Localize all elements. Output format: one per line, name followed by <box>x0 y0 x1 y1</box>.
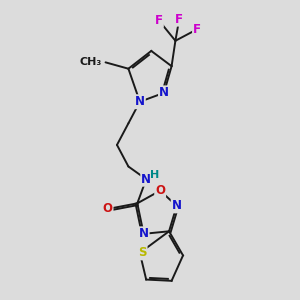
Text: N: N <box>139 227 148 240</box>
Text: O: O <box>103 202 112 215</box>
Text: N: N <box>141 173 151 186</box>
Text: N: N <box>172 200 182 212</box>
Text: O: O <box>155 184 165 197</box>
Text: CH₃: CH₃ <box>80 57 102 68</box>
Text: F: F <box>155 14 163 27</box>
Text: F: F <box>175 13 183 26</box>
Text: H: H <box>151 169 160 180</box>
Text: N: N <box>159 86 169 99</box>
Text: N: N <box>135 95 145 108</box>
Text: F: F <box>193 23 201 36</box>
Text: S: S <box>138 246 147 260</box>
